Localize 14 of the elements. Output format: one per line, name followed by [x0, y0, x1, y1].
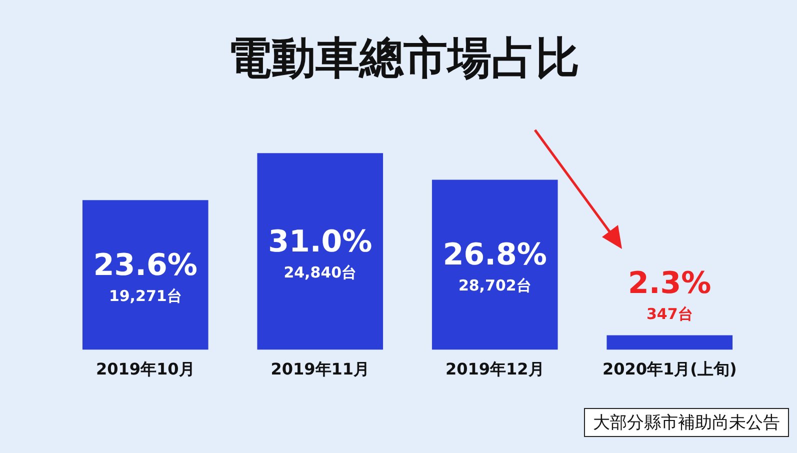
data-label: 26.8% 28,702台: [442, 238, 547, 295]
data-label: 31.0% 24,840台: [268, 224, 372, 282]
bar: [606, 335, 733, 350]
chart-title: 電動車總市場占比: [228, 32, 580, 84]
x-tick-label: 2020年1月(上旬): [602, 360, 737, 379]
bar: [432, 180, 558, 350]
x-tick-label: 2019年10月: [96, 360, 195, 379]
data-label: 2.3% 347台: [628, 266, 712, 324]
x-tick-label: 2019年12月: [445, 360, 544, 379]
bar: [257, 153, 384, 350]
x-tick-label: 2019年11月: [270, 360, 370, 379]
text: 大部分縣市補助尚未公告: [584, 408, 789, 437]
bar: [82, 200, 208, 350]
data-label: 23.6% 19,271台: [93, 248, 198, 305]
